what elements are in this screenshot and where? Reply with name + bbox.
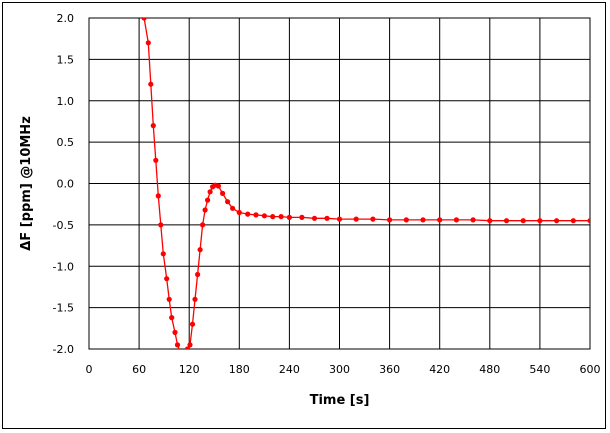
data-point: [311, 215, 318, 221]
data-point: [202, 207, 208, 213]
chart-frame: [2, 2, 606, 429]
data-point: [537, 218, 543, 224]
data-point: [403, 217, 409, 223]
data-point: [197, 247, 203, 253]
y-tick-label: -1.0: [53, 260, 74, 273]
tick-labels: 0 60 120 180 240 300 360 420 480 540 600 2.0 1.5 1.0 0…: [53, 12, 601, 376]
data-point: [587, 218, 590, 224]
y-tick-label: -2.0: [53, 343, 74, 356]
x-tick-label: 480: [479, 363, 500, 376]
data-point: [174, 342, 181, 348]
y-axis-title: ΔF [ppm] @10MHz: [19, 116, 34, 251]
data-point: [270, 214, 276, 220]
data-point: [278, 214, 284, 220]
x-tick-label: 420: [429, 363, 450, 376]
data-point: [148, 81, 154, 87]
data-point: [470, 217, 476, 223]
data-point: [187, 342, 193, 348]
y-tick-label: 1.5: [57, 53, 75, 66]
series-layer: [141, 18, 590, 360]
data-point: [487, 218, 493, 224]
y-tick-label: 0.5: [57, 136, 75, 149]
data-point: [437, 217, 443, 223]
data-point: [245, 211, 251, 217]
data-point: [145, 40, 151, 46]
x-tick-label: 300: [329, 363, 350, 376]
data-point: [155, 193, 161, 199]
x-axis-title: Time [s]: [310, 393, 370, 408]
data-point: [286, 214, 292, 220]
x-tick-label: 540: [529, 363, 550, 376]
x-tick-label: 60: [132, 363, 146, 376]
data-point: [153, 157, 159, 163]
data-point: [353, 216, 359, 222]
data-point: [299, 214, 305, 220]
data-point: [189, 321, 196, 327]
data-point: [166, 296, 172, 302]
x-tick-label: 600: [580, 363, 601, 376]
data-point: [520, 218, 526, 224]
data-point: [205, 197, 211, 203]
grid: [88, 17, 591, 350]
data-point: [195, 271, 201, 278]
data-point: [158, 222, 164, 228]
x-tick-label: 180: [229, 363, 250, 376]
y-tick-label: 0.0: [57, 178, 75, 191]
data-point: [453, 217, 459, 223]
plot-area: [88, 17, 591, 350]
data-point: [182, 355, 187, 360]
data-point: [225, 199, 231, 205]
data-point: [253, 212, 259, 218]
data-point: [160, 251, 166, 257]
data-point: [503, 218, 510, 224]
data-point: [387, 217, 393, 223]
y-tick-label: -1.5: [53, 302, 74, 315]
data-point: [230, 205, 236, 211]
x-tick-label: 240: [279, 363, 300, 376]
y-tick-label: 1.0: [57, 95, 75, 108]
data-point: [207, 189, 213, 195]
data-point: [192, 296, 198, 302]
data-point: [200, 222, 206, 228]
x-tick-label: 120: [179, 363, 200, 376]
x-tick-label: 0: [86, 363, 93, 376]
y-tick-label: -0.5: [53, 219, 74, 232]
data-point: [178, 351, 183, 356]
data-point: [150, 123, 156, 129]
data-point: [172, 329, 178, 335]
data-point: [164, 276, 170, 282]
data-point: [220, 190, 226, 196]
data-point: [336, 216, 343, 222]
data-point: [554, 218, 560, 224]
data-point: [169, 315, 175, 321]
x-tick-label: 360: [379, 363, 400, 376]
data-point: [215, 183, 221, 189]
data-point: [370, 216, 376, 222]
data-point: [141, 18, 147, 21]
data-point: [570, 218, 576, 224]
data-point: [236, 209, 242, 216]
y-tick-label: 2.0: [57, 12, 75, 25]
data-point: [324, 215, 330, 221]
data-point: [261, 213, 267, 219]
data-point: [420, 217, 426, 223]
